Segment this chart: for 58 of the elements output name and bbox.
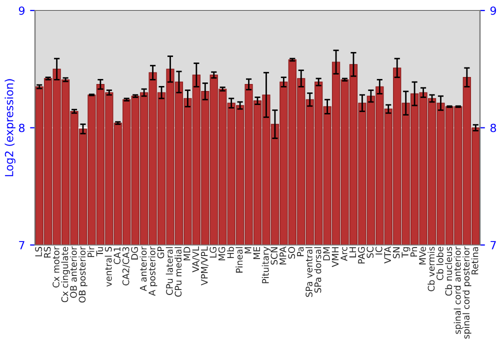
x-tick-label: MD [184,246,190,260]
x-tick-label: CPu lateral [166,247,173,295]
x-tick-label: Cx cingulate [61,246,70,302]
x-tick-label: LS [35,246,42,256]
y-tick-label: 7 [19,241,24,250]
x-tick-label: Cb vermis [428,246,435,292]
x-tick-label: A anterior [140,246,147,292]
x-tick-label: Retina [471,247,478,274]
x-tick-label: CA1 [114,247,121,264]
x-tick-label: VA/VL [192,246,200,272]
x-tick-label: M [244,247,252,254]
y2-tick-label: 7 [490,241,496,250]
x-tick-label: Hb [226,246,234,258]
x-tick-label: DM [323,247,330,260]
x-tick-label: CPu medial [174,247,182,297]
y-axis-title: Log2 (expression) [4,79,16,176]
x-tick-label: Cx motor [52,246,60,288]
x-tick-label: ME [253,246,260,259]
x-tick-label: SPa ventral [305,247,312,297]
x-tick-label: LH [349,247,356,258]
y2-tick-label: 8 [490,124,496,132]
x-tick-label: Tu [96,247,104,256]
x-tick-label: Pn [410,247,418,257]
x-tick-label: SO [288,246,296,259]
x-tick-label: SN [392,247,400,258]
x-tick-label: PAG [358,247,365,264]
x-tick-label: Tg [402,247,410,258]
x-tick-label: LG [210,247,216,258]
x-tick-label: CA2/CA3 [122,247,130,286]
x-tick-label: GP [157,246,164,258]
x-tick-label: spinal cord anterior [454,246,463,334]
x-tick-label: Pa [297,247,304,256]
x-tick-label: Cb lobe [436,246,444,280]
x-tick-label: spinal cord posterior [462,246,472,339]
x-tick-label: OB posterior [78,246,88,303]
x-tick-label: RS [44,246,51,258]
x-tick-label: OB anterior [70,246,77,298]
y-tick-label: 9 [18,6,24,15]
x-tick-label: VMH [332,247,339,268]
x-tick-label: VTA [384,246,391,264]
x-tick-label: MPA [280,246,286,264]
x-tick-label: MVe [419,246,426,264]
x-tick-label: Cb nucleus [445,246,452,296]
x-tick-label: Pituitary [262,246,271,284]
x-tick-label: Pir [87,246,94,257]
y-tick-label: 8 [18,124,25,132]
x-tick-label: SPa dorsal [314,247,322,293]
x-tick-label: SC [366,246,374,258]
y2-tick-label: 9 [490,6,496,15]
x-tick-label: Arc [340,246,348,261]
x-tick-label: MG [218,247,226,260]
x-tick-label: SCN [270,247,278,265]
x-tick-label: Pineal [236,247,243,273]
x-tick-label: IC [375,246,382,254]
x-tick-label: VPM/VPL [201,246,208,286]
x-tick-label: DG [131,247,138,260]
x-tick-label: A posterior [148,246,158,296]
x-tick-label: ventral S [104,246,112,287]
